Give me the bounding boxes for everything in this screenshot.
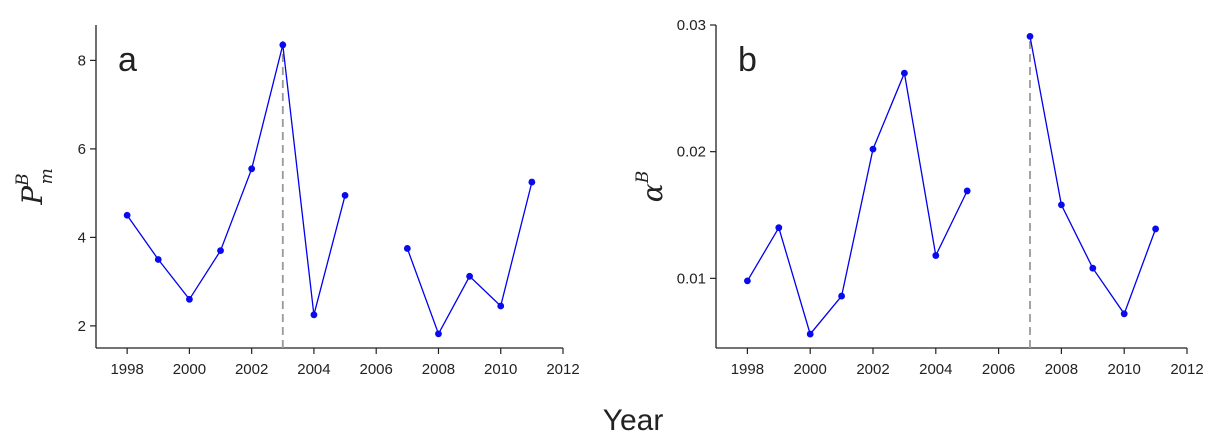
data-point [1058, 201, 1065, 209]
panel-a: 1998 2000 2002 2004 2006 2008 2010 2012 2 4 6 8 a PB m [13, 25, 580, 378]
data-point [1089, 264, 1097, 272]
panel-b: 1998 2000 2002 2004 2006 2008 2010 2012 0.01 0.02… [633, 17, 1204, 378]
x-tick-label: 2010 [1108, 361, 1141, 378]
x-tick-label: 2002 [235, 361, 268, 378]
data-point [744, 277, 751, 285]
y-tick-label: 8 [78, 52, 86, 69]
x-tick-label: 2006 [982, 361, 1015, 378]
panel-label: a [118, 41, 137, 79]
y-tick-label: 0.03 [677, 17, 706, 34]
data-point [248, 165, 256, 173]
x-tick-label: 1998 [731, 361, 764, 378]
data-point [901, 69, 908, 77]
x-tick-label: 2000 [794, 361, 827, 378]
data-point [403, 245, 411, 252]
y-tick-label: 6 [78, 141, 86, 158]
x-tick-label: 2004 [297, 361, 330, 378]
x-axis-title: Year [603, 404, 664, 437]
y-axis-subscript: m [37, 168, 57, 184]
y-axis-symbol: α [636, 183, 669, 202]
data-point [466, 272, 473, 280]
data-point [217, 247, 224, 255]
y-tick-label: 4 [78, 229, 86, 246]
data-point [932, 252, 940, 259]
x-tick-label: 2012 [546, 361, 579, 378]
series-line [126, 44, 346, 315]
x-tick-label: 2012 [1170, 361, 1203, 378]
x-tick-label: 1998 [110, 361, 143, 378]
x-tick-label: 2000 [173, 361, 206, 378]
data-point [279, 41, 287, 49]
x-tick-label: 2006 [360, 361, 393, 378]
y-tick-label: 0.02 [677, 144, 706, 161]
x-tick-label: 2010 [484, 361, 517, 378]
data-point [963, 187, 971, 195]
data-point [775, 224, 783, 232]
y-axis-superscript: B [633, 171, 653, 185]
y-axis-title: αB [633, 171, 669, 202]
y-axis-title: PB m [13, 168, 57, 205]
data-point [497, 302, 505, 310]
data-point [435, 330, 442, 338]
data-point [1026, 33, 1034, 40]
data-point [341, 191, 349, 199]
data-point [123, 211, 131, 219]
data-point [1120, 310, 1128, 318]
data-point [838, 292, 845, 300]
data-point [806, 330, 814, 338]
x-tick-label: 2008 [422, 361, 455, 378]
x-tick-label: 2008 [1045, 361, 1078, 378]
panel-label: b [738, 41, 757, 79]
data-point [528, 178, 536, 186]
y-tick-label: 0.01 [677, 270, 706, 287]
series-line [406, 181, 533, 336]
y-axis-symbol: P [16, 185, 49, 206]
x-tick-label: 2004 [919, 361, 952, 378]
data-point [186, 295, 193, 303]
y-tick-label: 2 [78, 318, 86, 335]
data-point [869, 145, 877, 153]
data-point [154, 256, 162, 263]
y-axis-superscript: B [13, 173, 33, 187]
x-tick-label: 2002 [856, 361, 889, 378]
series-line [1029, 36, 1157, 316]
data-point [310, 311, 318, 319]
data-point [1152, 225, 1159, 233]
series-line [746, 70, 968, 336]
